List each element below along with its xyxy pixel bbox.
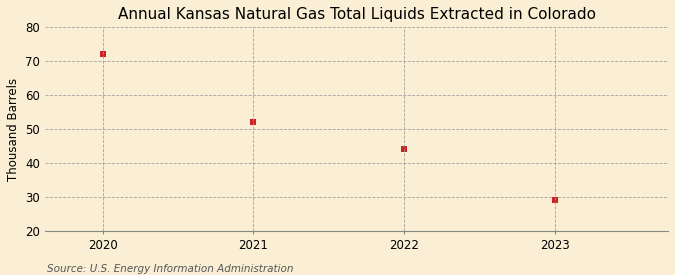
Text: Source: U.S. Energy Information Administration: Source: U.S. Energy Information Administ…	[47, 264, 294, 274]
Title: Annual Kansas Natural Gas Total Liquids Extracted in Colorado: Annual Kansas Natural Gas Total Liquids …	[117, 7, 595, 22]
Y-axis label: Thousand Barrels: Thousand Barrels	[7, 78, 20, 181]
